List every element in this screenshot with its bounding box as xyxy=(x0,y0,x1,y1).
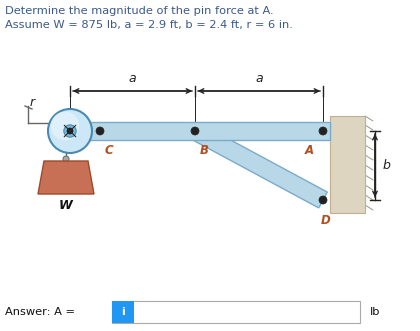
Circle shape xyxy=(191,127,199,135)
Circle shape xyxy=(319,127,327,135)
Text: lb: lb xyxy=(370,307,381,317)
Polygon shape xyxy=(191,123,327,208)
Circle shape xyxy=(63,156,69,162)
Text: b: b xyxy=(383,159,391,172)
Polygon shape xyxy=(38,161,94,194)
Text: Answer: A =: Answer: A = xyxy=(5,307,75,317)
Text: C: C xyxy=(105,144,114,157)
Circle shape xyxy=(67,128,73,134)
Text: Determine the magnitude of the pin force at A.: Determine the magnitude of the pin force… xyxy=(5,6,273,16)
Text: D: D xyxy=(321,214,331,227)
Text: A: A xyxy=(305,144,314,157)
Text: a: a xyxy=(255,72,263,85)
Circle shape xyxy=(96,127,104,135)
Text: B: B xyxy=(200,144,209,157)
Text: W: W xyxy=(59,199,73,212)
Bar xyxy=(330,116,365,213)
Bar xyxy=(112,301,134,323)
Bar xyxy=(112,301,360,323)
Text: i: i xyxy=(121,307,125,317)
Circle shape xyxy=(64,125,76,137)
Circle shape xyxy=(319,196,327,204)
Text: a: a xyxy=(129,72,137,85)
Circle shape xyxy=(51,112,79,140)
Bar xyxy=(70,122,330,140)
Circle shape xyxy=(48,109,92,153)
Text: Assume W = 875 lb, a = 2.9 ft, b = 2.4 ft, r = 6 in.: Assume W = 875 lb, a = 2.9 ft, b = 2.4 f… xyxy=(5,20,293,30)
Text: r: r xyxy=(29,97,34,110)
